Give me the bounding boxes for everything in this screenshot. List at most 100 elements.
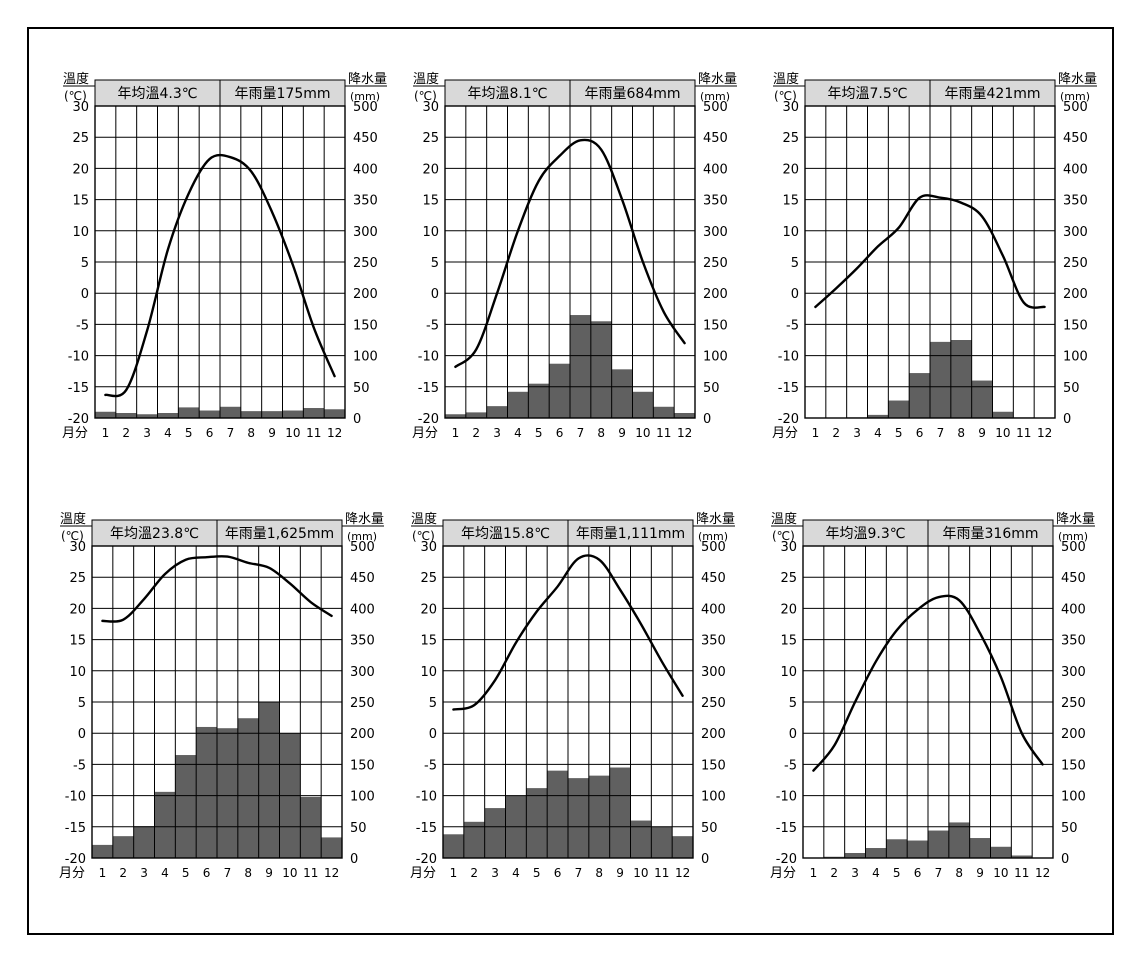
precip-bar — [115, 413, 137, 418]
temp-tick-label: 25 — [72, 131, 89, 146]
precip-tick-label: 450 — [1061, 571, 1086, 586]
temp-tick-label: 30 — [780, 540, 797, 555]
month-tick-label: 8 — [957, 426, 965, 440]
precip-bar — [465, 412, 487, 418]
month-tick-label: 7 — [224, 866, 232, 880]
month-tick-label: 4 — [514, 426, 522, 440]
temp-tick-label: 0 — [78, 727, 86, 742]
month-tick-label: 8 — [955, 866, 963, 880]
temp-axis-unit: (℃) — [61, 529, 84, 543]
temp-tick-label: 15 — [422, 194, 439, 209]
precip-tick-label: 50 — [350, 821, 367, 836]
precip-bar — [907, 840, 928, 858]
temperature-line — [814, 194, 1046, 309]
precip-bar — [867, 414, 889, 418]
precip-bar — [590, 321, 612, 418]
temp-tick-label: -10 — [778, 350, 799, 365]
month-tick-label: 7 — [577, 426, 585, 440]
month-tick-label: 7 — [227, 426, 235, 440]
precip-bar — [220, 406, 241, 418]
month-tick-label: 3 — [491, 866, 499, 880]
month-tick-label: 6 — [203, 866, 211, 880]
precip-bar — [92, 844, 113, 858]
precip-tick-label: 500 — [1063, 100, 1088, 115]
temp-tick-label: -20 — [68, 412, 89, 427]
month-tick-label: 11 — [656, 426, 671, 440]
month-axis-title: 月分 — [770, 866, 796, 881]
month-tick-label: 2 — [830, 866, 838, 880]
precip-tick-label: 300 — [1061, 665, 1086, 680]
temp-tick-label: -5 — [786, 318, 799, 333]
temp-tick-label: 25 — [780, 571, 797, 586]
precip-bar — [112, 836, 134, 858]
precip-bar — [909, 373, 930, 418]
month-tick-label: 1 — [812, 426, 820, 440]
precip-bar — [261, 411, 283, 418]
month-tick-label: 8 — [597, 426, 605, 440]
month-tick-label: 9 — [265, 866, 273, 880]
temp-tick-label: 5 — [429, 696, 437, 711]
precip-axis-unit: (mm) — [698, 530, 728, 543]
month-tick-label: 8 — [247, 426, 255, 440]
temp-tick-label: 10 — [422, 225, 439, 240]
temperature-line — [452, 554, 684, 711]
precip-tick-label: 400 — [353, 162, 378, 177]
precip-tick-label: 300 — [1063, 225, 1088, 240]
precip-bar — [528, 383, 550, 418]
precip-axis-unit: (mm) — [1060, 90, 1090, 103]
precip-bar — [844, 853, 866, 858]
month-tick-label: 7 — [935, 866, 943, 880]
precip-bar — [547, 770, 568, 858]
month-tick-label: 6 — [914, 866, 922, 880]
month-tick-label: 9 — [268, 426, 276, 440]
temp-tick-label: 15 — [782, 194, 799, 209]
precip-tick-label: 0 — [703, 412, 711, 427]
precip-bar — [630, 820, 652, 858]
precip-bar — [971, 380, 993, 418]
temp-tick-label: -15 — [418, 381, 439, 396]
temp-tick-label: -15 — [65, 821, 86, 836]
temp-tick-label: 20 — [69, 602, 86, 617]
temp-tick-label: 0 — [789, 727, 797, 742]
precip-tick-label: 400 — [701, 602, 726, 617]
month-tick-label: 4 — [872, 866, 880, 880]
precip-tick-label: 250 — [701, 696, 726, 711]
precip-axis-unit: (mm) — [700, 90, 730, 103]
temp-tick-label: 5 — [78, 696, 86, 711]
temp-tick-label: 30 — [422, 100, 439, 115]
temp-tick-label: 10 — [780, 665, 797, 680]
plot-area-border — [804, 105, 1056, 419]
temp-tick-label: -15 — [778, 381, 799, 396]
precip-tick-label: 100 — [350, 790, 375, 805]
temp-axis-unit: (℃) — [772, 529, 795, 543]
plot-area-border — [802, 545, 1054, 859]
month-tick-label: 3 — [143, 426, 151, 440]
month-tick-label: 3 — [851, 866, 859, 880]
precip-tick-label: 250 — [1061, 696, 1086, 711]
temp-tick-label: 10 — [782, 225, 799, 240]
month-tick-label: 1 — [810, 866, 818, 880]
temp-tick-label: -15 — [776, 821, 797, 836]
precip-bar — [303, 408, 325, 418]
precip-bar — [632, 391, 654, 418]
month-tick-label: 11 — [1014, 866, 1029, 880]
precip-tick-label: 250 — [703, 256, 728, 271]
precip-bar — [217, 728, 238, 858]
month-tick-label: 9 — [618, 426, 626, 440]
precip-tick-label: 200 — [701, 727, 726, 742]
temp-tick-label: -10 — [68, 350, 89, 365]
precip-tick-label: 350 — [703, 194, 728, 209]
annual-rain-label: 年雨量1,111mm — [576, 526, 685, 542]
temp-tick-label: 25 — [69, 571, 86, 586]
month-tick-label: 11 — [303, 866, 318, 880]
temperature-line — [101, 555, 333, 623]
month-tick-label: 2 — [472, 426, 480, 440]
month-axis-title: 月分 — [410, 866, 436, 881]
avg-temp-label: 年均溫23.8℃ — [110, 526, 199, 542]
precip-tick-label: 200 — [350, 727, 375, 742]
figure-frame — [27, 27, 1114, 935]
precip-bar — [609, 767, 631, 858]
